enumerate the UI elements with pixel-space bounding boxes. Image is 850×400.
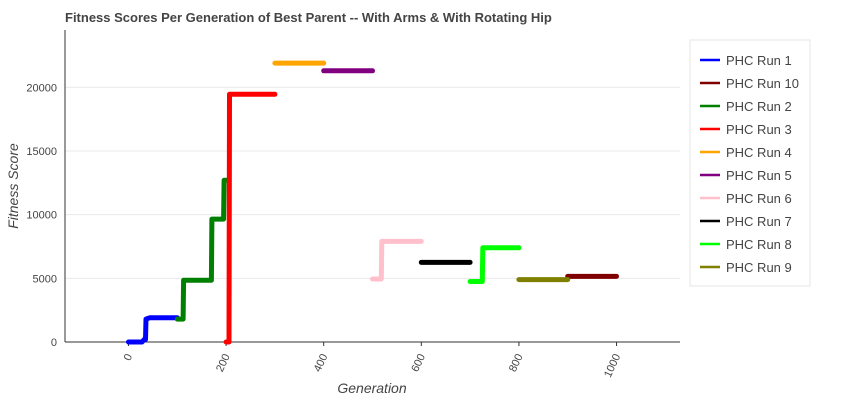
grid-lines <box>65 86 680 279</box>
series-line-3 <box>174 177 229 322</box>
axes <box>64 30 680 346</box>
x-tick-label: 1000 <box>602 352 623 379</box>
legend-label: PHC Run 9 <box>726 260 792 275</box>
legend-label: PHC Run 10 <box>726 76 799 91</box>
legend-label: PHC Run 7 <box>726 214 792 229</box>
tick-labels: 0 5000 10000 15000 20000 0 200 400 600 800 1000 <box>26 82 623 379</box>
series-line-4 <box>223 91 278 345</box>
y-tick-label: 0 <box>51 337 57 349</box>
x-tick-label: 400 <box>312 352 331 374</box>
series-line-1 <box>126 315 180 345</box>
series-line-7 <box>370 238 424 282</box>
y-tick-label: 20000 <box>26 82 57 94</box>
legend-label: PHC Run 6 <box>726 191 792 206</box>
legend-label: PHC Run 3 <box>726 122 792 137</box>
y-tick-label: 5000 <box>33 273 57 285</box>
legend: PHC Run 1 PHC Run 10 PHC Run 2 PHC Run 3 PHC… <box>689 39 811 287</box>
legend-label: PHC Run 8 <box>726 237 792 252</box>
y-tick-label: 15000 <box>26 146 57 158</box>
legend-label: PHC Run 1 <box>726 53 792 68</box>
x-axis-label: Generation <box>337 380 406 396</box>
x-tick-label: 600 <box>409 352 428 374</box>
legend-label: PHC Run 5 <box>726 168 792 183</box>
y-axis-label: Fitness Score <box>5 143 21 229</box>
x-tick-label: 0 <box>122 352 135 363</box>
series-lines <box>126 60 619 345</box>
x-tick-label: 200 <box>214 352 233 374</box>
series-line-9 <box>467 245 522 284</box>
x-tick-label: 800 <box>507 352 526 374</box>
y-tick-label: 10000 <box>26 210 57 222</box>
legend-label: PHC Run 4 <box>726 145 792 160</box>
chart-title: Fitness Scores Per Generation of Best Pa… <box>65 10 552 25</box>
legend-label: PHC Run 2 <box>726 99 792 114</box>
